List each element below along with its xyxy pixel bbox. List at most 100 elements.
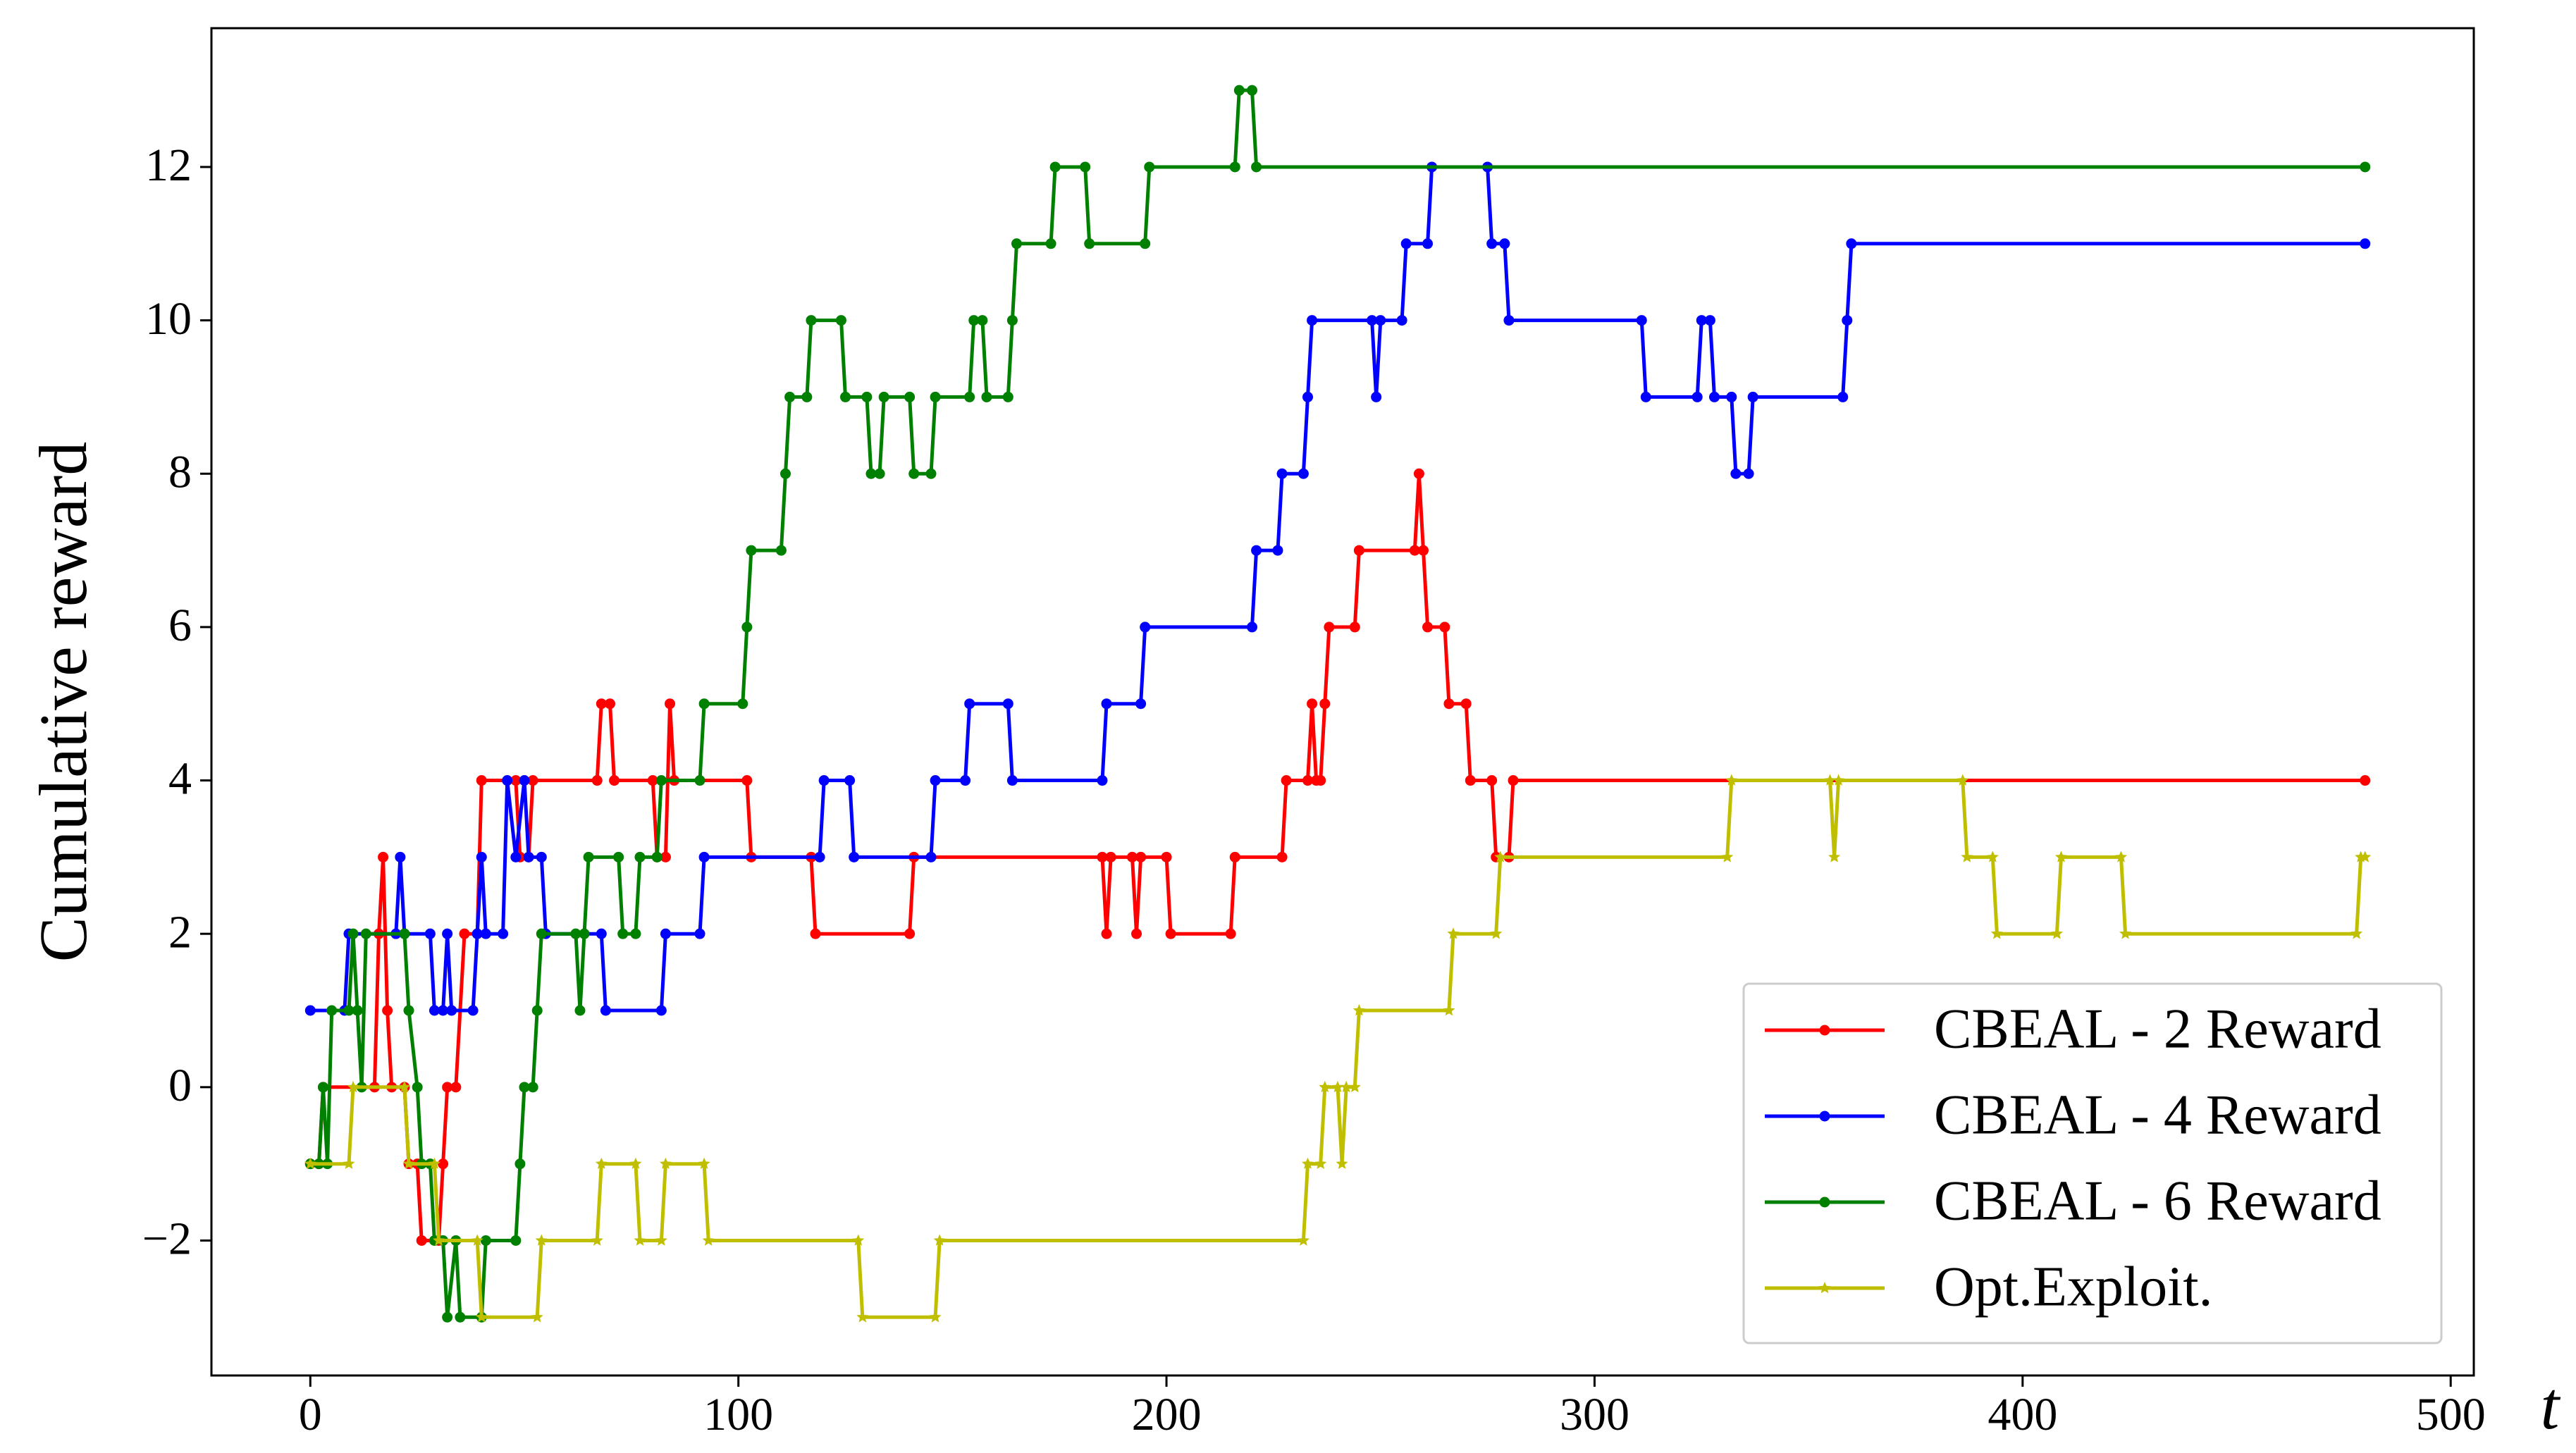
legend-box xyxy=(1742,982,2443,1344)
marker xyxy=(1956,774,1969,786)
marker xyxy=(1828,851,1841,862)
marker xyxy=(1336,1157,1348,1169)
marker xyxy=(806,315,817,326)
marker xyxy=(1298,468,1309,479)
marker xyxy=(933,1234,946,1246)
x-tick-label: 200 xyxy=(1132,1389,1202,1440)
series-line xyxy=(310,165,2365,1013)
marker xyxy=(442,1311,453,1323)
marker xyxy=(1045,238,1056,249)
marker xyxy=(874,468,885,479)
marker xyxy=(1006,775,1018,786)
marker xyxy=(1837,391,1849,402)
marker xyxy=(352,1005,363,1016)
marker xyxy=(929,1311,942,1323)
marker xyxy=(2050,927,2063,939)
marker xyxy=(1229,851,1240,862)
marker xyxy=(1140,622,1151,633)
marker xyxy=(476,775,487,786)
marker xyxy=(1131,928,1142,939)
marker xyxy=(1002,391,1013,402)
marker xyxy=(510,851,522,862)
marker xyxy=(1126,851,1138,862)
marker xyxy=(634,1234,646,1246)
marker xyxy=(1832,774,1845,786)
marker xyxy=(746,545,757,556)
y-axis-label: Cumulative reward xyxy=(25,442,101,962)
marker xyxy=(659,1157,672,1169)
marker xyxy=(1447,927,1460,939)
marker xyxy=(510,1235,522,1246)
marker xyxy=(814,851,825,862)
marker xyxy=(1272,545,1283,556)
x-tick-label: 400 xyxy=(1988,1389,2057,1440)
marker xyxy=(304,1157,316,1169)
marker xyxy=(779,468,791,479)
marker xyxy=(784,391,796,402)
marker xyxy=(665,698,676,710)
marker xyxy=(660,928,671,939)
marker xyxy=(810,928,821,939)
marker xyxy=(801,391,813,402)
x-tick-label: 100 xyxy=(703,1389,773,1440)
marker xyxy=(1443,698,1455,710)
marker xyxy=(531,1311,543,1323)
marker xyxy=(442,1082,453,1093)
marker xyxy=(1251,545,1262,556)
legend-label: CBEAL - 2 Reward xyxy=(1934,998,2381,1060)
marker xyxy=(398,1080,411,1093)
marker xyxy=(1375,315,1386,326)
marker xyxy=(1140,238,1151,249)
marker xyxy=(535,1234,548,1246)
legend-label: Opt.Exploit. xyxy=(1934,1256,2213,1318)
marker xyxy=(1105,851,1116,862)
marker xyxy=(2360,238,2371,249)
marker xyxy=(1961,851,1973,862)
marker xyxy=(480,928,491,939)
marker xyxy=(930,391,941,402)
marker xyxy=(514,1158,526,1170)
marker xyxy=(475,1311,488,1323)
marker xyxy=(1422,622,1434,633)
marker xyxy=(600,1005,611,1016)
marker xyxy=(1986,851,1999,862)
marker xyxy=(1730,468,1742,479)
marker xyxy=(459,928,470,939)
marker xyxy=(1460,698,1472,710)
marker xyxy=(1281,775,1292,786)
marker xyxy=(960,775,971,786)
marker xyxy=(438,1158,449,1170)
marker xyxy=(1413,468,1424,479)
marker xyxy=(471,1234,483,1246)
marker xyxy=(1704,315,1715,326)
marker xyxy=(630,928,641,939)
marker xyxy=(1490,927,1503,939)
marker xyxy=(2359,851,2372,862)
marker xyxy=(519,1082,530,1093)
marker xyxy=(930,775,941,786)
marker xyxy=(502,775,513,786)
marker xyxy=(326,1005,338,1016)
marker xyxy=(416,1235,427,1246)
marker xyxy=(1422,238,1434,249)
marker xyxy=(1691,391,1703,402)
y-tick-label: 8 xyxy=(168,446,192,497)
marker xyxy=(925,851,937,862)
y-tick-label: 2 xyxy=(168,906,192,958)
marker xyxy=(1640,391,1651,402)
marker xyxy=(1247,622,1258,633)
marker xyxy=(1080,161,1091,173)
marker xyxy=(1352,1004,1365,1016)
y-tick-label: 0 xyxy=(168,1060,192,1111)
marker xyxy=(1340,1080,1352,1093)
marker xyxy=(591,775,603,786)
marker xyxy=(412,1082,423,1093)
marker xyxy=(964,391,975,402)
marker xyxy=(1084,238,1095,249)
marker xyxy=(595,1157,608,1169)
marker xyxy=(702,1234,715,1246)
marker xyxy=(395,851,406,862)
x-tick-label: 300 xyxy=(1560,1389,1629,1440)
marker xyxy=(583,851,594,862)
